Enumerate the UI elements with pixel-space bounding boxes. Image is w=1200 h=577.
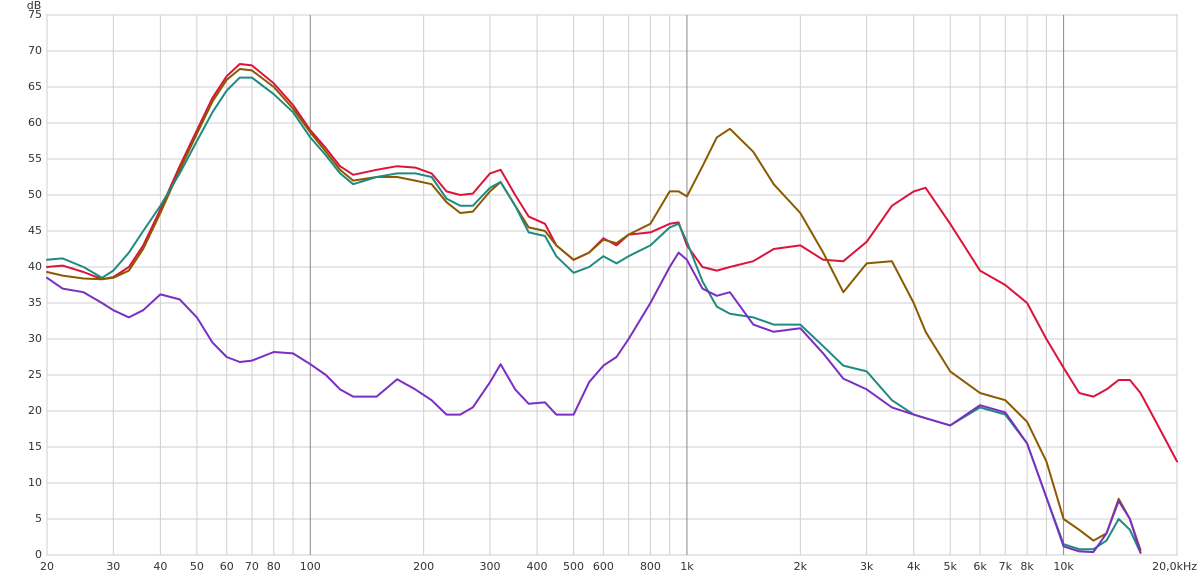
x-tick-label: 30 bbox=[106, 560, 120, 573]
x-tick-label: 800 bbox=[640, 560, 661, 573]
x-tick-label: 7k bbox=[999, 560, 1013, 573]
y-axis-label: dB bbox=[27, 0, 42, 12]
y-tick-label: 35 bbox=[28, 296, 42, 309]
y-tick-label: 40 bbox=[28, 260, 42, 273]
y-tick-label: 55 bbox=[28, 152, 42, 165]
y-tick-label: 45 bbox=[28, 224, 42, 237]
x-tick-label: 40 bbox=[153, 560, 167, 573]
y-tick-label: 0 bbox=[35, 548, 42, 561]
x-tick-label: 5k bbox=[944, 560, 958, 573]
series-line bbox=[46, 68, 1142, 551]
x-tick-label: 8k bbox=[1020, 560, 1034, 573]
y-tick-label: 60 bbox=[28, 116, 42, 129]
x-tick-label: 50 bbox=[190, 560, 204, 573]
x-tick-label: 20 bbox=[40, 560, 54, 573]
y-tick-label: 50 bbox=[28, 188, 42, 201]
y-tick-label: 5 bbox=[35, 512, 42, 525]
x-tick-label: 4k bbox=[907, 560, 921, 573]
x-tick-label: 60 bbox=[220, 560, 234, 573]
y-tick-label: 20 bbox=[28, 404, 42, 417]
x-tick-label: 1k bbox=[680, 560, 694, 573]
y-tick-label: 70 bbox=[28, 44, 42, 57]
series-line bbox=[46, 251, 1142, 554]
y-tick-label: 65 bbox=[28, 80, 42, 93]
x-tick-label: 100 bbox=[300, 560, 321, 573]
y-tick-label: 75 bbox=[28, 8, 42, 21]
x-tick-label: 80 bbox=[267, 560, 281, 573]
x-tick-label: 6k bbox=[973, 560, 987, 573]
y-tick-label: 15 bbox=[28, 440, 42, 453]
x-tick-label: 600 bbox=[593, 560, 614, 573]
y-tick-label: 10 bbox=[28, 476, 42, 489]
x-tick-label: 300 bbox=[479, 560, 500, 573]
x-tick-label: 500 bbox=[563, 560, 584, 573]
y-tick-label: 25 bbox=[28, 368, 42, 381]
x-tick-label: 200 bbox=[413, 560, 434, 573]
y-tick-label: 30 bbox=[28, 332, 42, 345]
x-tick-label: 10k bbox=[1053, 560, 1074, 573]
plot-area bbox=[46, 14, 1178, 556]
x-tick-label: 20,0kHz bbox=[1152, 560, 1197, 573]
x-tick-label: 2k bbox=[794, 560, 808, 573]
x-tick-label: 70 bbox=[245, 560, 259, 573]
x-tick-label: 3k bbox=[860, 560, 874, 573]
x-tick-label: 400 bbox=[527, 560, 548, 573]
